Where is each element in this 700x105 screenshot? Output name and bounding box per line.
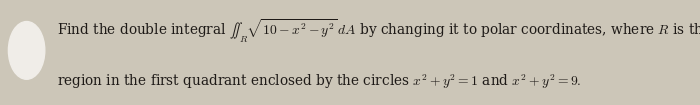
Text: Find the double integral $\iint_R \sqrt{10 - x^2 - y^2}\, dA$ by changing it to : Find the double integral $\iint_R \sqrt{… — [57, 18, 700, 45]
Text: region in the first quadrant enclosed by the circles $x^2 + y^2 = 1$ and $x^2 + : region in the first quadrant enclosed by… — [57, 73, 582, 91]
Ellipse shape — [8, 22, 45, 79]
